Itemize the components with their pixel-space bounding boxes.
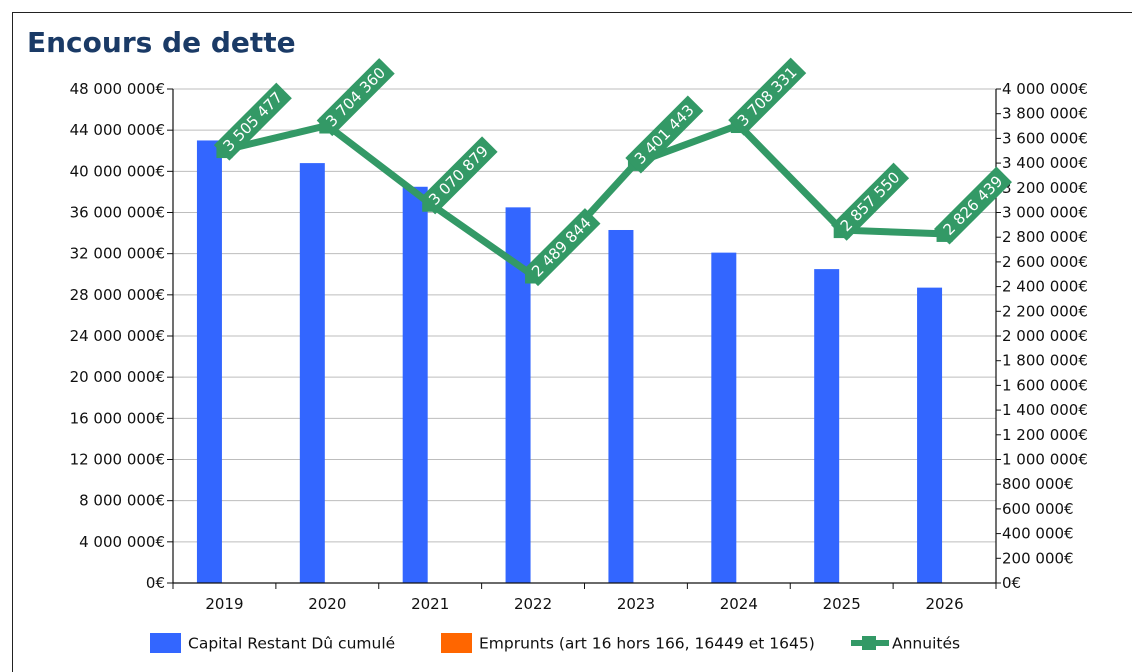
data-label-group: 3 708 331 (728, 57, 807, 136)
data-label: 2 857 550 (837, 168, 904, 235)
data-label-bg (316, 58, 395, 137)
x-tick-label: 2020 (308, 595, 346, 613)
left-tick-label: 32 000 000€ (70, 245, 165, 263)
legend-emprunts-label: Emprunts (art 16 hors 166, 16449 et 1645… (479, 635, 815, 653)
left-tick-label: 12 000 000€ (70, 451, 165, 469)
data-label-group: 3 401 443 (625, 95, 704, 174)
left-tick-label: 24 000 000€ (70, 327, 165, 345)
right-tick-label: 2 600 000€ (1002, 253, 1088, 271)
grid-lines (173, 88, 996, 584)
bar-capital (402, 186, 428, 584)
data-label: 3 070 879 (425, 142, 492, 209)
annuites-line (216, 117, 953, 284)
bar-capital (711, 252, 737, 583)
bars (196, 140, 943, 584)
right-tick-label: 1 600 000€ (1002, 376, 1088, 394)
right-tick-label: 2 400 000€ (1002, 278, 1088, 296)
right-tick-label: 200 000€ (1002, 549, 1074, 567)
right-tick-label: 2 000 000€ (1002, 327, 1088, 345)
x-tick-label: 2026 (925, 595, 963, 613)
right-tick-label: 1 000 000€ (1002, 451, 1088, 469)
data-label-bg (625, 95, 704, 174)
right-tick-label: 3 400 000€ (1002, 154, 1088, 172)
x-tick-label: 2023 (617, 595, 655, 613)
bar-capital (814, 269, 840, 583)
right-tick-label: 0€ (1002, 574, 1021, 592)
left-tick-label: 48 000 000€ (70, 80, 165, 98)
left-tick-label: 20 000 000€ (70, 368, 165, 386)
right-tick-label: 2 200 000€ (1002, 302, 1088, 320)
data-label: 3 401 443 (631, 101, 698, 168)
data-label-group: 3 704 360 (316, 58, 395, 137)
legend-emprunts-swatch (441, 633, 472, 653)
x-tick-label: 2022 (514, 595, 552, 613)
annuites-polyline (223, 120, 945, 281)
right-tick-label: 4 000 000€ (1002, 80, 1088, 98)
legend-annuites-swatch-marker (862, 636, 876, 650)
right-tick-label: 2 800 000€ (1002, 228, 1088, 246)
legend: Capital Restant Dû cumulé Emprunts (art 1… (150, 633, 960, 653)
data-label: 3 708 331 (734, 63, 801, 130)
right-tick-label: 1 200 000€ (1002, 426, 1088, 444)
bar-capital (917, 287, 943, 583)
data-label-bg (522, 208, 601, 287)
data-label-bg (213, 82, 292, 161)
right-tick-label: 400 000€ (1002, 525, 1074, 543)
right-tick-label: 3 600 000€ (1002, 129, 1088, 147)
left-tick-label: 8 000 000€ (79, 492, 165, 510)
data-label-group: 3 070 879 (419, 136, 498, 215)
bar-capital (299, 163, 325, 583)
right-tick-label: 3 800 000€ (1002, 105, 1088, 123)
data-label: 2 489 844 (528, 214, 595, 281)
data-label-bg (419, 136, 498, 215)
x-tick-label: 2019 (205, 595, 243, 613)
right-tick-label: 3 000 000€ (1002, 204, 1088, 222)
left-tick-label: 28 000 000€ (70, 286, 165, 304)
legend-capital-label: Capital Restant Dû cumulé (188, 635, 395, 653)
x-tick-label: 2025 (823, 595, 861, 613)
x-tick-label: 2021 (411, 595, 449, 613)
right-tick-label: 1 400 000€ (1002, 401, 1088, 419)
data-label-bg (933, 166, 1012, 245)
data-label-group: 2 489 844 (522, 208, 601, 287)
x-tick-label: 2024 (720, 595, 758, 613)
data-label-bg (831, 162, 910, 241)
left-tick-label: 0€ (146, 574, 165, 592)
data-label-group: 3 505 477 (213, 82, 292, 161)
left-tick-label: 16 000 000€ (70, 409, 165, 427)
bar-capital (196, 140, 222, 584)
right-tick-label: 600 000€ (1002, 500, 1074, 518)
data-label-group: 2 826 439 (933, 166, 1012, 245)
chart-title: Encours de dette (27, 26, 296, 59)
right-tick-label: 3 200 000€ (1002, 179, 1088, 197)
data-label: 3 704 360 (322, 64, 389, 131)
axes: 0€ 4 000 000€ 8 000 000€ 12 000 000€ 16 000 … (70, 80, 1088, 613)
left-tick-label: 40 000 000€ (70, 162, 165, 180)
legend-capital-swatch (150, 633, 181, 653)
right-tick-label: 1 800 000€ (1002, 352, 1088, 370)
left-tick-label: 36 000 000€ (70, 204, 165, 222)
left-tick-label: 44 000 000€ (70, 121, 165, 139)
bar-capital (608, 229, 634, 583)
left-tick-label: 4 000 000€ (79, 533, 165, 551)
data-label-bg (728, 57, 807, 136)
right-tick-label: 800 000€ (1002, 475, 1074, 493)
legend-annuites-label: Annuités (892, 635, 960, 653)
chart-frame (12, 12, 1132, 672)
